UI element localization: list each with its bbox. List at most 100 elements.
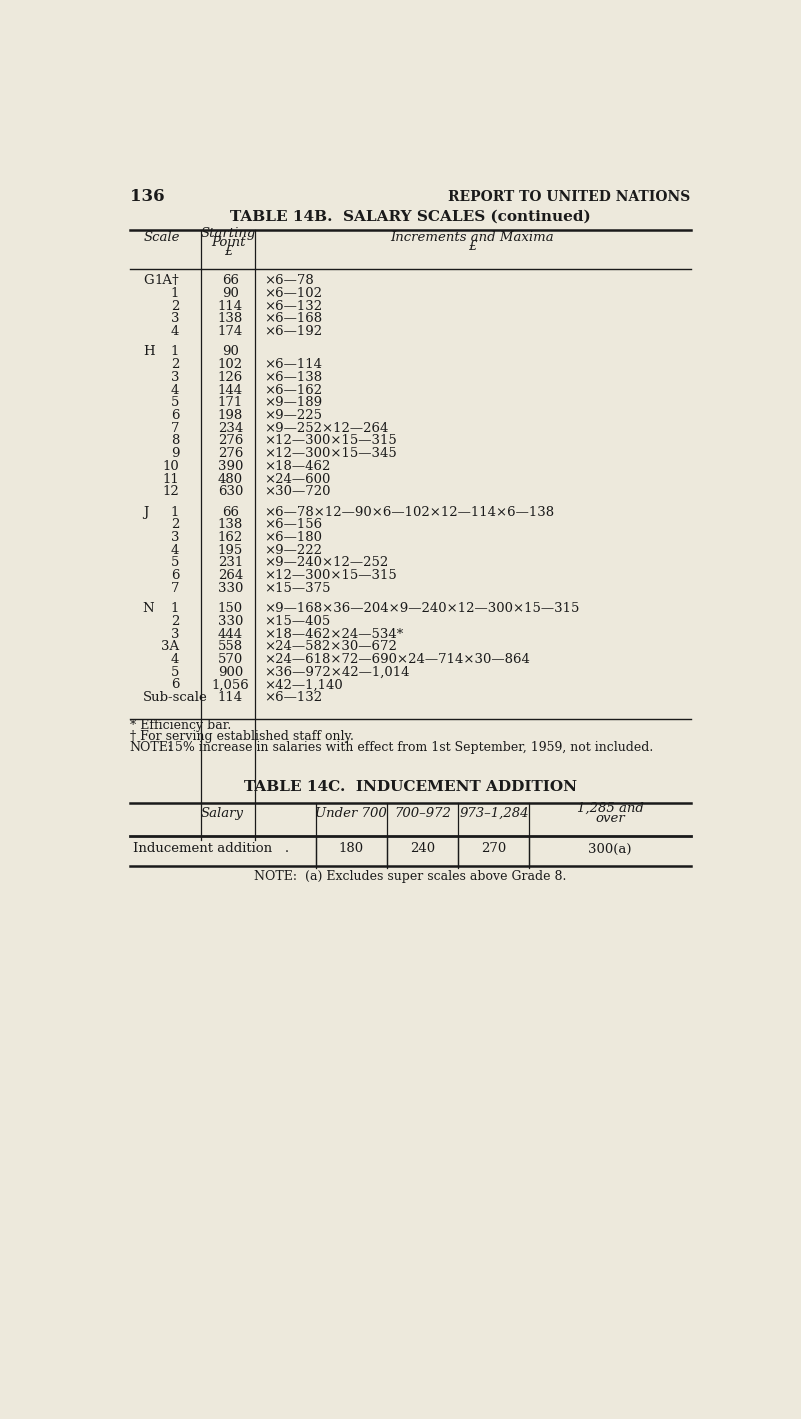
Text: Sub-scale: Sub-scale: [143, 691, 207, 704]
Text: 231: 231: [218, 556, 243, 569]
Text: 330: 330: [218, 614, 243, 629]
Text: 66: 66: [222, 274, 239, 287]
Text: 102: 102: [218, 358, 243, 372]
Text: 1,056: 1,056: [211, 678, 249, 691]
Text: 4: 4: [171, 543, 179, 556]
Text: 480: 480: [218, 473, 243, 485]
Text: TABLE 14C.  INDUCEMENT ADDITION: TABLE 14C. INDUCEMENT ADDITION: [244, 780, 577, 793]
Text: Salary: Salary: [201, 807, 244, 820]
Text: 66: 66: [222, 505, 239, 518]
Text: 264: 264: [218, 569, 243, 582]
Text: ×6—180: ×6—180: [264, 531, 323, 543]
Text: 6: 6: [171, 409, 179, 421]
Text: 8: 8: [171, 434, 179, 447]
Text: ×24—618×72—690×24—714×30—864: ×24—618×72—690×24—714×30—864: [264, 653, 530, 666]
Text: Starting: Starting: [200, 227, 256, 240]
Text: 5: 5: [171, 396, 179, 409]
Text: ×18—462: ×18—462: [264, 460, 331, 473]
Text: over: over: [595, 813, 625, 826]
Text: 6: 6: [171, 569, 179, 582]
Text: 2: 2: [171, 614, 179, 629]
Text: ×12—300×15—315: ×12—300×15—315: [264, 569, 397, 582]
Text: 558: 558: [218, 640, 243, 653]
Text: 570: 570: [218, 653, 243, 666]
Text: ×9—225: ×9—225: [264, 409, 323, 421]
Text: 1A†: 1A†: [155, 274, 179, 287]
Text: 2: 2: [171, 299, 179, 312]
Text: 1: 1: [171, 287, 179, 299]
Text: 270: 270: [481, 843, 506, 856]
Text: 162: 162: [218, 531, 243, 543]
Text: Scale: Scale: [144, 231, 180, 244]
Text: ×18—462×24—534*: ×18—462×24—534*: [264, 627, 404, 640]
Text: ×6—102: ×6—102: [264, 287, 323, 299]
Text: REPORT TO UNITED NATIONS: REPORT TO UNITED NATIONS: [449, 190, 690, 204]
Text: 12: 12: [163, 485, 179, 498]
Text: ×9—240×12—252: ×9—240×12—252: [264, 556, 388, 569]
Text: ×6—138: ×6—138: [264, 370, 323, 385]
Text: ×6—192: ×6—192: [264, 325, 323, 338]
Text: 11: 11: [163, 473, 179, 485]
Text: 3A: 3A: [161, 640, 179, 653]
Text: NOTE:: NOTE:: [130, 741, 172, 753]
Text: 150: 150: [218, 602, 243, 616]
Text: 9: 9: [171, 447, 179, 460]
Text: † For serving established staff only.: † For serving established staff only.: [130, 731, 353, 744]
Text: ×24—582×30—672: ×24—582×30—672: [264, 640, 397, 653]
Text: 330: 330: [218, 582, 243, 595]
Text: £: £: [223, 245, 232, 258]
Text: ×6—162: ×6—162: [264, 383, 323, 396]
Text: 15% increase in salaries with effect from 1st September, 1959, not included.: 15% increase in salaries with effect fro…: [159, 741, 654, 753]
Text: ×9—252×12—264: ×9—252×12—264: [264, 421, 388, 434]
Text: 171: 171: [218, 396, 243, 409]
Text: £: £: [468, 240, 477, 254]
Text: 3: 3: [171, 312, 179, 325]
Text: G: G: [143, 274, 153, 287]
Text: 174: 174: [218, 325, 243, 338]
Text: 4: 4: [171, 653, 179, 666]
Text: 5: 5: [171, 666, 179, 678]
Text: 240: 240: [410, 843, 435, 856]
Text: H: H: [143, 345, 155, 359]
Text: 700–972: 700–972: [394, 807, 451, 820]
Text: ×36—972×42—1,014: ×36—972×42—1,014: [264, 666, 410, 678]
Text: ×30—720: ×30—720: [264, 485, 331, 498]
Text: 630: 630: [218, 485, 243, 498]
Text: 144: 144: [218, 383, 243, 396]
Text: ×6—114: ×6—114: [264, 358, 323, 372]
Text: 7: 7: [171, 421, 179, 434]
Text: N: N: [143, 602, 155, 616]
Text: ×9—168×36—204×9—240×12—300×15—315: ×9—168×36—204×9—240×12—300×15—315: [264, 602, 580, 616]
Text: 136: 136: [130, 189, 164, 206]
Text: 444: 444: [218, 627, 243, 640]
Text: 5: 5: [171, 556, 179, 569]
Text: 6: 6: [171, 678, 179, 691]
Text: Inducement addition   .: Inducement addition .: [133, 843, 289, 856]
Text: J: J: [143, 505, 148, 518]
Text: 114: 114: [218, 691, 243, 704]
Text: ×6—78: ×6—78: [264, 274, 314, 287]
Text: ×9—222: ×9—222: [264, 543, 323, 556]
Text: 138: 138: [218, 518, 243, 531]
Text: 300(a): 300(a): [588, 843, 632, 856]
Text: ×12—300×15—315: ×12—300×15—315: [264, 434, 397, 447]
Text: 4: 4: [171, 383, 179, 396]
Text: ×6—132: ×6—132: [264, 691, 323, 704]
Text: ×6—132: ×6—132: [264, 299, 323, 312]
Text: ×12—300×15—345: ×12—300×15—345: [264, 447, 397, 460]
Text: ×9—189: ×9—189: [264, 396, 323, 409]
Text: ×24—600: ×24—600: [264, 473, 331, 485]
Text: 1,285 and: 1,285 and: [577, 802, 643, 815]
Text: 126: 126: [218, 370, 243, 385]
Text: 973–1,284: 973–1,284: [459, 807, 529, 820]
Text: 4: 4: [171, 325, 179, 338]
Text: 234: 234: [218, 421, 243, 434]
Text: 276: 276: [218, 434, 243, 447]
Text: 900: 900: [218, 666, 243, 678]
Text: 2: 2: [171, 358, 179, 372]
Text: 276: 276: [218, 447, 243, 460]
Text: 3: 3: [171, 370, 179, 385]
Text: TABLE 14B.  SALARY SCALES (continued): TABLE 14B. SALARY SCALES (continued): [230, 210, 590, 223]
Text: 195: 195: [218, 543, 243, 556]
Text: 90: 90: [222, 287, 239, 299]
